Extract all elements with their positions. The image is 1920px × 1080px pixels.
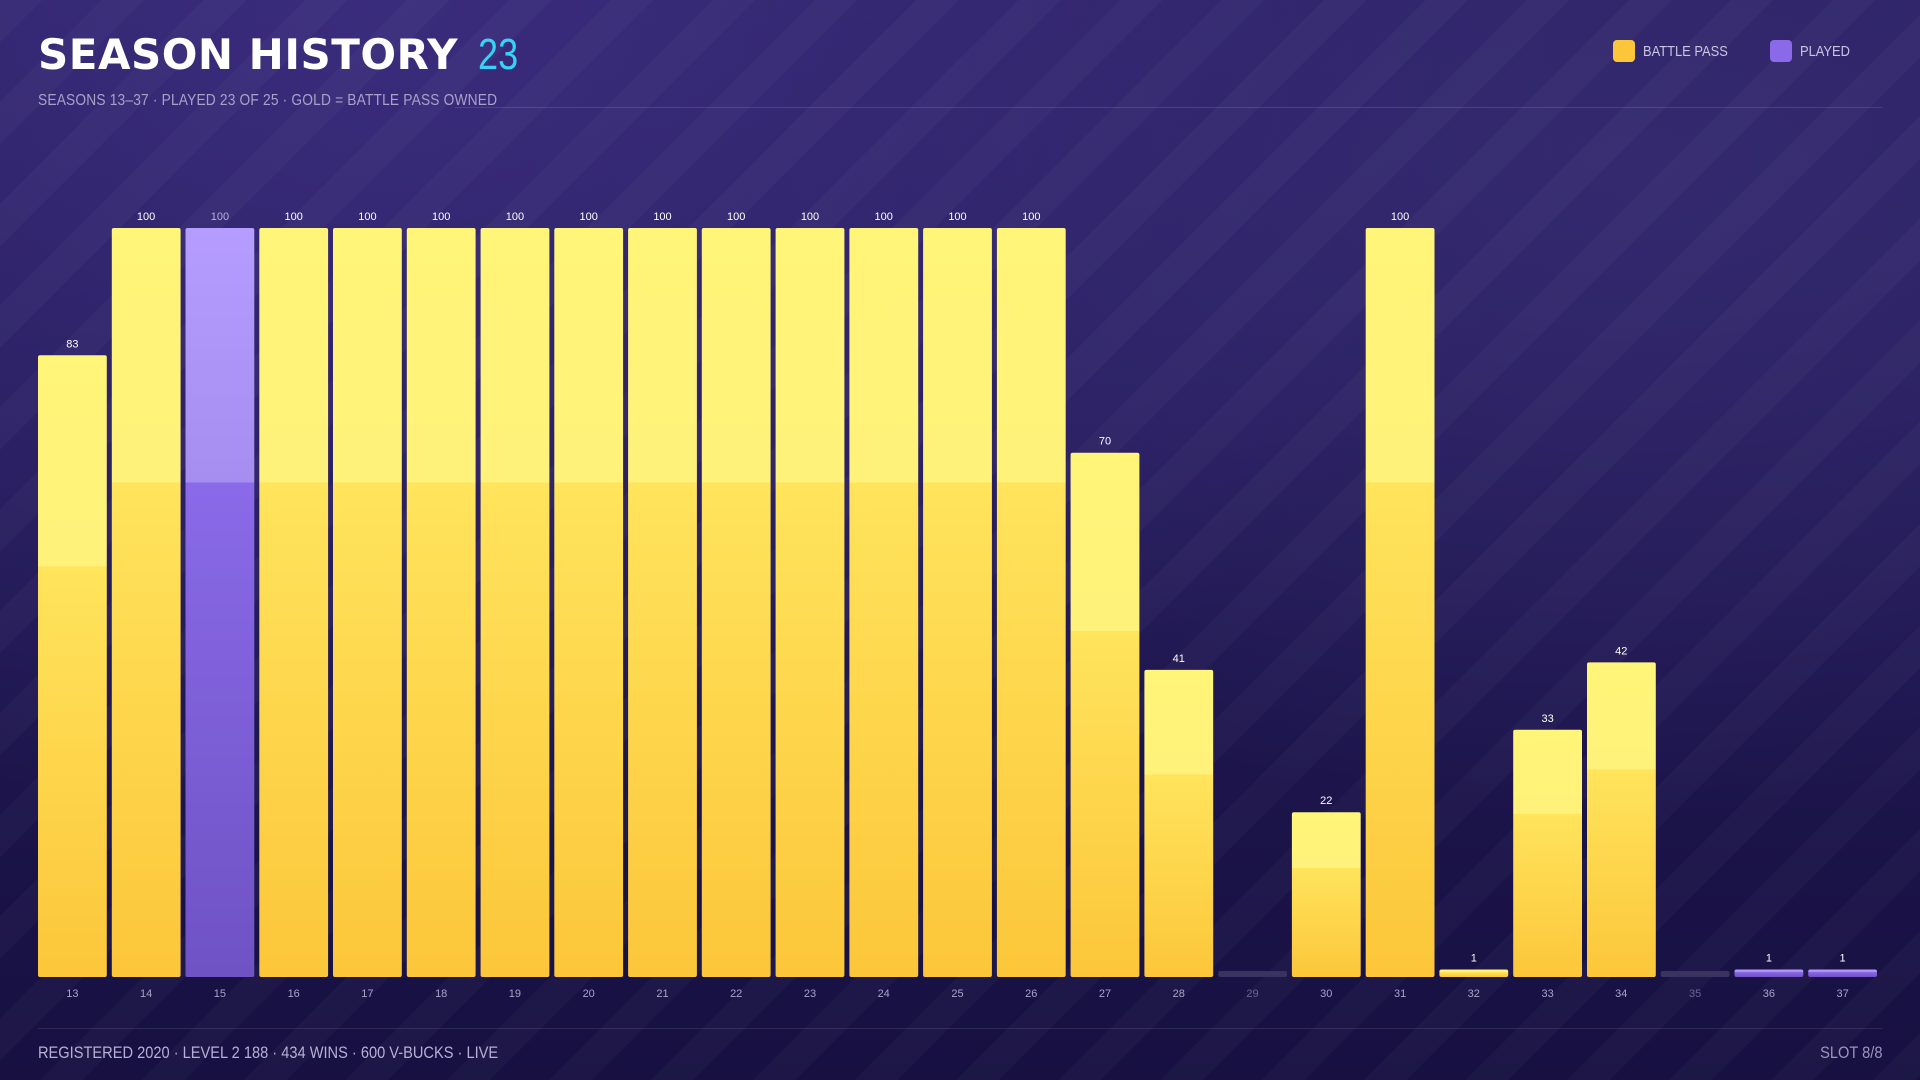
header-divider <box>455 107 1882 108</box>
bar-season-26 <box>996 228 1066 977</box>
value-label-season-31: 100 <box>1391 211 1409 223</box>
value-label-season-27: 70 <box>1099 436 1111 448</box>
bar-season-25 <box>923 228 992 977</box>
seasons-played-count: 23 <box>478 30 519 79</box>
value-label-season-30: 22 <box>1320 795 1332 807</box>
tick-label-season-16: 16 <box>288 988 300 1000</box>
footer-stats: REGISTERED 2020 · LEVEL 2 188 · 434 WINS… <box>38 1043 499 1062</box>
value-label-season-13: 83 <box>66 338 78 350</box>
tick-label-season-14: 14 <box>140 988 152 1000</box>
bar-season-24 <box>849 228 919 977</box>
bar-season-35 <box>1660 971 1730 977</box>
bar-season-33 <box>1513 729 1582 977</box>
header: SEASON HISTORY 23 <box>38 30 527 86</box>
bar-season-16 <box>259 228 329 977</box>
tick-label-season-37: 37 <box>1836 988 1848 1000</box>
value-label-season-23: 100 <box>801 211 819 223</box>
tick-label-season-22: 22 <box>730 988 742 1000</box>
tick-label-season-33: 33 <box>1541 988 1553 1000</box>
tick-label-season-17: 17 <box>361 988 373 1000</box>
tick-label-season-26: 26 <box>1025 988 1037 1000</box>
tick-label-season-31: 31 <box>1394 988 1406 1000</box>
bar-season-13 <box>38 355 107 977</box>
bar-season-14 <box>111 228 181 977</box>
legend-swatch-played <box>1769 40 1792 62</box>
value-label-season-26: 100 <box>1022 211 1040 223</box>
bar-season-36 <box>1734 969 1804 977</box>
tick-label-season-36: 36 <box>1763 988 1775 1000</box>
bar-season-22 <box>701 228 771 977</box>
legend-item-battle-pass: BATTLE PASS <box>1613 40 1742 62</box>
bar-season-19 <box>480 228 550 977</box>
bar-season-30 <box>1291 812 1361 977</box>
bar-season-20 <box>554 228 624 977</box>
tick-label-season-21: 21 <box>656 988 668 1000</box>
bar-season-31 <box>1365 228 1435 977</box>
tick-label-season-23: 23 <box>804 988 816 1000</box>
value-label-season-37: 1 <box>1840 953 1846 965</box>
bar-season-21 <box>628 228 697 977</box>
value-label-season-21: 100 <box>653 211 671 223</box>
value-label-season-33: 33 <box>1541 713 1553 725</box>
tick-label-season-32: 32 <box>1468 988 1480 1000</box>
tick-label-season-15: 15 <box>214 988 226 1000</box>
tick-label-season-35: 35 <box>1689 988 1701 1000</box>
bar-season-28 <box>1144 669 1214 977</box>
bar-season-15 <box>185 228 255 977</box>
tick-label-season-29: 29 <box>1246 988 1258 1000</box>
tick-label-season-18: 18 <box>435 988 447 1000</box>
tick-label-season-34: 34 <box>1615 988 1627 1000</box>
value-label-season-28: 41 <box>1173 653 1185 665</box>
chart-legend: BATTLE PASS PLAYED <box>1613 40 1858 62</box>
tick-label-season-25: 25 <box>951 988 963 1000</box>
value-label-season-32: 1 <box>1471 953 1477 965</box>
bar-season-17 <box>333 228 402 977</box>
bar-season-27 <box>1070 452 1140 977</box>
tick-label-season-24: 24 <box>878 988 890 1000</box>
value-label-season-14: 100 <box>137 211 155 223</box>
value-label-season-34: 42 <box>1615 645 1627 657</box>
value-label-season-25: 100 <box>948 211 966 223</box>
tick-label-season-13: 13 <box>66 988 78 1000</box>
page-title: SEASON HISTORY <box>38 30 459 79</box>
season-history-chart: 83 13 100 14 100 15 100 16 100 17 100 18 100 19 100 20 1… <box>38 211 1877 1000</box>
value-label-season-15: 100 <box>211 211 229 223</box>
legend-label-battle-pass: BATTLE PASS <box>1643 42 1729 60</box>
page-subtitle: SEASONS 13–37 · PLAYED 23 OF 25 · GOLD =… <box>38 92 498 109</box>
tick-label-season-30: 30 <box>1320 988 1332 1000</box>
bar-season-32 <box>1439 969 1509 977</box>
tick-label-season-27: 27 <box>1099 988 1111 1000</box>
value-label-season-20: 100 <box>580 211 598 223</box>
legend-item-played: PLAYED <box>1769 40 1858 62</box>
legend-label-played: PLAYED <box>1799 42 1850 60</box>
value-label-season-22: 100 <box>727 211 745 223</box>
bar-season-23 <box>775 228 845 977</box>
tick-label-season-28: 28 <box>1173 988 1185 1000</box>
tick-label-season-20: 20 <box>583 988 595 1000</box>
bar-season-34 <box>1587 662 1656 977</box>
value-label-season-18: 100 <box>432 211 450 223</box>
tick-label-season-19: 19 <box>509 988 521 1000</box>
bar-season-18 <box>406 228 476 977</box>
value-label-season-19: 100 <box>506 211 524 223</box>
bar-season-37 <box>1808 969 1877 977</box>
footer-divider <box>38 1028 1882 1029</box>
value-label-season-17: 100 <box>358 211 376 223</box>
value-label-season-24: 100 <box>875 211 893 223</box>
value-label-season-36: 1 <box>1766 953 1772 965</box>
bar-season-29 <box>1218 971 1287 977</box>
value-label-season-16: 100 <box>285 211 303 223</box>
bars-group: 83 13 100 14 100 15 100 16 100 17 100 18 100 19 100 20 1… <box>38 211 1877 1000</box>
footer-slot: SLOT 8/8 <box>1819 1043 1882 1062</box>
legend-swatch-battle-pass <box>1613 40 1636 62</box>
